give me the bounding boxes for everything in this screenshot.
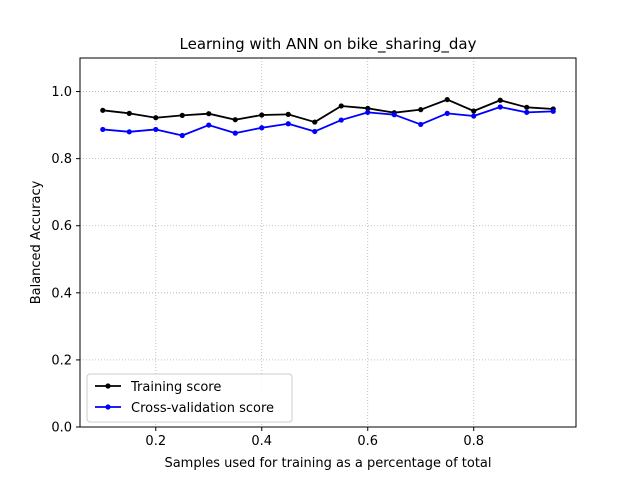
plot-series	[100, 96, 556, 139]
data-point-training	[312, 119, 318, 125]
legend-label-cross-validation: Cross-validation score	[131, 401, 274, 416]
x-tick-label: 0.6	[357, 434, 378, 449]
y-axis-label: Balanced Accuracy	[29, 180, 44, 304]
data-point-cross-validation	[259, 125, 265, 131]
y-tick-label: 1.0	[51, 85, 72, 100]
y-tick-label: 0.4	[51, 286, 72, 301]
data-point-cross-validation	[206, 122, 212, 128]
x-axis-label: Samples used for training as a percentag…	[164, 456, 491, 471]
data-point-training	[524, 104, 530, 110]
chart-title: Learning with ANN on bike_sharing_day	[180, 35, 477, 54]
y-tick-label: 0.0	[51, 421, 72, 436]
legend-box	[86, 373, 293, 423]
axis-ticks: 0.2 0.4 0.6 0.8 0.0 0.2 0.4 0.6 0.8 1.0	[51, 85, 484, 449]
x-tick-label: 0.4	[251, 434, 272, 449]
data-point-training	[153, 115, 159, 121]
plot-frame	[79, 57, 577, 428]
data-point-cross-validation	[312, 128, 318, 135]
data-point-training	[285, 111, 291, 117]
legend-marker-training	[105, 383, 111, 389]
data-point-cross-validation	[126, 129, 132, 135]
data-point-training	[126, 110, 132, 116]
data-point-training	[206, 111, 212, 117]
data-point-cross-validation	[444, 110, 450, 116]
data-point-cross-validation	[497, 104, 503, 110]
series-cross-validation	[100, 104, 556, 139]
data-point-cross-validation	[391, 112, 397, 118]
data-point-cross-validation	[100, 126, 106, 133]
legend-marker-cross-validation	[105, 404, 111, 410]
data-point-cross-validation	[179, 132, 185, 139]
data-point-cross-validation	[153, 126, 159, 133]
data-point-cross-validation	[418, 121, 424, 128]
x-tick-label: 0.8	[463, 434, 484, 449]
data-point-cross-validation	[365, 109, 371, 115]
data-point-training	[418, 107, 424, 113]
legend: Training score Cross-validation score	[86, 373, 293, 423]
y-tick-label: 0.2	[51, 353, 72, 368]
data-point-cross-validation	[232, 130, 238, 136]
data-point-cross-validation	[550, 108, 556, 114]
y-tick-label: 0.6	[51, 219, 72, 234]
data-point-training	[338, 103, 344, 109]
data-point-training	[365, 105, 371, 111]
series-training	[100, 96, 556, 125]
data-point-cross-validation	[338, 117, 344, 123]
data-point-training	[497, 97, 503, 103]
x-tick-label: 0.2	[145, 434, 166, 449]
data-point-training	[232, 117, 238, 123]
data-point-cross-validation	[285, 121, 291, 127]
series-line-cross-validation	[102, 106, 554, 137]
data-point-training	[259, 112, 265, 118]
data-point-cross-validation	[471, 113, 477, 119]
data-point-cross-validation	[524, 109, 530, 115]
y-tick-label: 0.8	[51, 152, 72, 167]
series-line-training	[102, 98, 554, 123]
data-point-training	[100, 107, 106, 113]
data-point-training	[444, 96, 450, 103]
data-point-training	[471, 108, 477, 114]
data-point-training	[179, 112, 185, 118]
legend-label-training: Training score	[130, 380, 221, 395]
